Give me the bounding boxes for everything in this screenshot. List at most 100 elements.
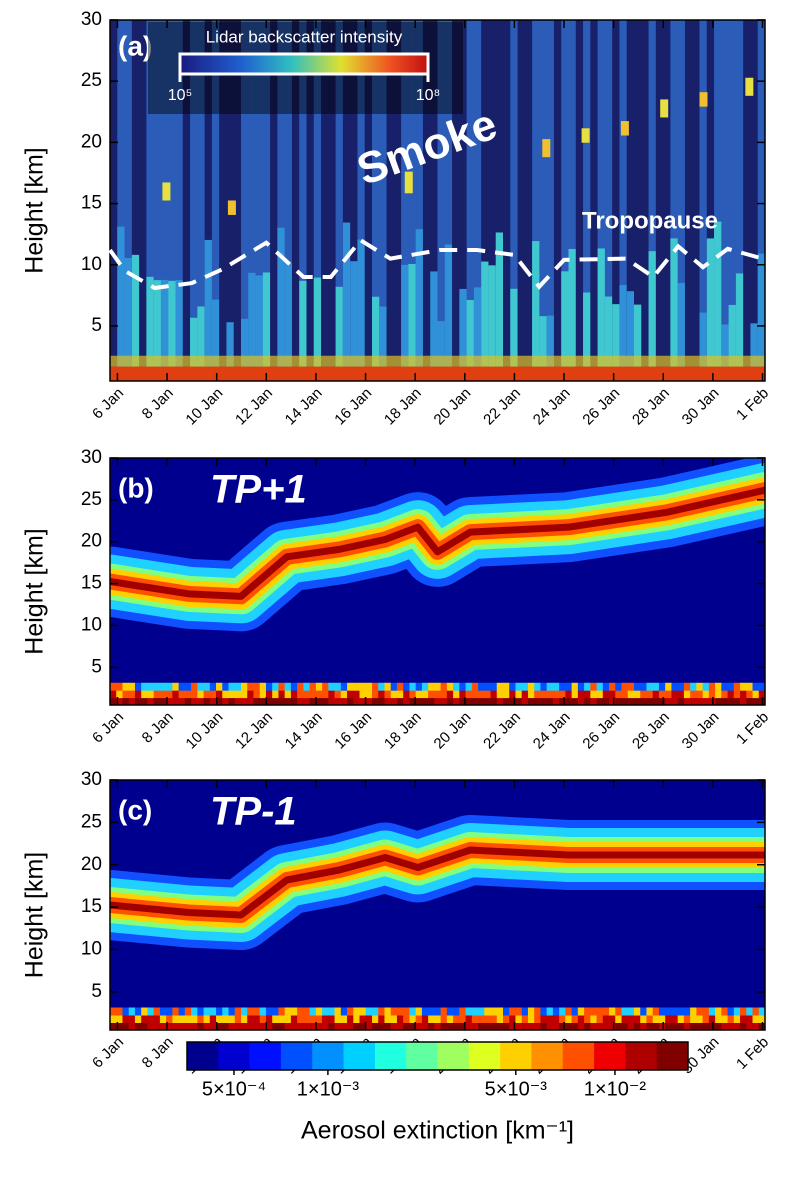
heatmap-cell <box>596 1022 604 1030</box>
plot-area <box>110 458 765 705</box>
heatmap-cell <box>646 697 654 705</box>
heatmap-cloud <box>604 296 613 381</box>
heatmap-cell <box>509 682 516 691</box>
heatmap-cell <box>515 697 523 705</box>
heatmap-near-ground <box>110 355 765 367</box>
heatmap-cell <box>290 1022 298 1030</box>
heatmap-stripe <box>262 20 271 381</box>
heatmap-cloud <box>342 222 351 381</box>
heatmap-cell <box>166 1015 173 1023</box>
heatmap-cell <box>440 1022 448 1030</box>
heatmap-cell <box>552 1022 560 1030</box>
heatmap-cell <box>527 1015 535 1023</box>
heatmap-cloud <box>583 292 591 381</box>
heatmap-cell <box>396 1022 404 1030</box>
heatmap-cell <box>515 690 523 699</box>
heatmap-cell <box>671 697 679 705</box>
heatmap-cell <box>640 682 647 691</box>
heatmap-cell <box>677 1007 685 1016</box>
heatmap-cell <box>259 690 267 699</box>
y-tick-label: 10 <box>81 254 102 275</box>
heatmap-stripe <box>241 20 249 381</box>
heatmap-cell <box>253 1007 261 1016</box>
heatmap-cell <box>265 1015 273 1023</box>
heatmap-cell <box>415 1015 423 1023</box>
heatmap-cell <box>128 1007 136 1016</box>
heatmap-cell <box>696 1022 704 1030</box>
heatmap-cell <box>384 682 392 691</box>
heatmap-cell <box>409 697 417 705</box>
heatmap-smoke <box>745 77 754 96</box>
heatmap-stripe <box>619 20 628 381</box>
heatmap-cell <box>503 1007 510 1016</box>
colorbar-swatch <box>280 1042 313 1070</box>
heatmap-cell <box>347 1022 354 1030</box>
x-tick-label: 14 Jan <box>282 385 326 429</box>
heatmap-cloud <box>750 323 759 381</box>
heatmap-cell <box>690 690 697 699</box>
heatmap-cell <box>615 1015 623 1023</box>
heatmap-cell <box>141 682 148 691</box>
heatmap-cell <box>596 1015 604 1023</box>
heatmap-cell <box>565 682 573 691</box>
heatmap-stripe <box>342 20 351 381</box>
y-tick-label: 15 <box>81 896 102 917</box>
heatmap-smoke <box>699 92 708 107</box>
heatmap-cell <box>534 697 541 705</box>
heatmap-stripe <box>372 20 380 381</box>
heatmap-cloud <box>277 227 286 381</box>
heatmap-cell <box>178 1007 186 1016</box>
heatmap-cell <box>184 682 192 691</box>
heatmap-cell <box>515 1015 523 1023</box>
heatmap-cell <box>602 1015 610 1023</box>
heatmap-cell <box>340 697 348 705</box>
heatmap-cell <box>241 1007 248 1016</box>
heatmap-cell <box>303 690 311 699</box>
heatmap-cloud <box>437 321 446 381</box>
heatmap-cell <box>590 682 598 691</box>
heatmap-cell <box>166 1007 173 1016</box>
heatmap-cloud <box>430 271 438 381</box>
heatmap-cell <box>446 682 454 691</box>
heatmap-cell <box>459 690 467 699</box>
heatmap-cell <box>715 1022 722 1030</box>
heatmap-cell <box>403 690 410 699</box>
heatmap-cell <box>253 1015 261 1023</box>
heatmap-cell <box>134 690 142 699</box>
heatmap-stripe <box>735 20 744 381</box>
y-tick-label: 20 <box>81 131 102 152</box>
heatmap-cell <box>378 1022 385 1030</box>
heatmap-cell <box>596 697 604 705</box>
heatmap-cell <box>702 1015 710 1023</box>
heatmap-cell <box>484 682 492 691</box>
heatmap-stripe <box>517 20 526 381</box>
heatmap-cell <box>434 697 442 705</box>
heatmap-cell <box>590 697 598 705</box>
heatmap-cell <box>134 1007 142 1016</box>
heatmap-cell <box>646 1015 654 1023</box>
heatmap-cell <box>527 690 535 699</box>
heatmap-cell <box>609 1007 616 1016</box>
heatmap-cell <box>134 682 142 691</box>
y-tick-label: 25 <box>81 811 102 832</box>
heatmap-cell <box>372 697 379 705</box>
y-tick-label: 25 <box>81 70 102 91</box>
colorbar-tick-label: 5×10⁻³ <box>485 1078 548 1100</box>
heatmap-cell <box>702 1007 710 1016</box>
heatmap-cell <box>209 1022 217 1030</box>
heatmap-stripe <box>117 20 126 381</box>
heatmap-cell <box>178 1015 186 1023</box>
heatmap-cloud <box>146 276 155 381</box>
heatmap-cell <box>721 1015 729 1023</box>
heatmap-cell <box>340 690 348 699</box>
heatmap-cell <box>247 690 254 699</box>
heatmap-cell <box>203 697 211 705</box>
heatmap-cell <box>359 1015 367 1023</box>
heatmap-cell <box>490 1007 498 1016</box>
heatmap-cell <box>602 697 610 705</box>
heatmap-cell <box>141 697 148 705</box>
heatmap-cell <box>584 1007 591 1016</box>
heatmap-cell <box>159 1022 167 1030</box>
heatmap-cell <box>733 690 741 699</box>
heatmap-stripe <box>459 20 468 381</box>
